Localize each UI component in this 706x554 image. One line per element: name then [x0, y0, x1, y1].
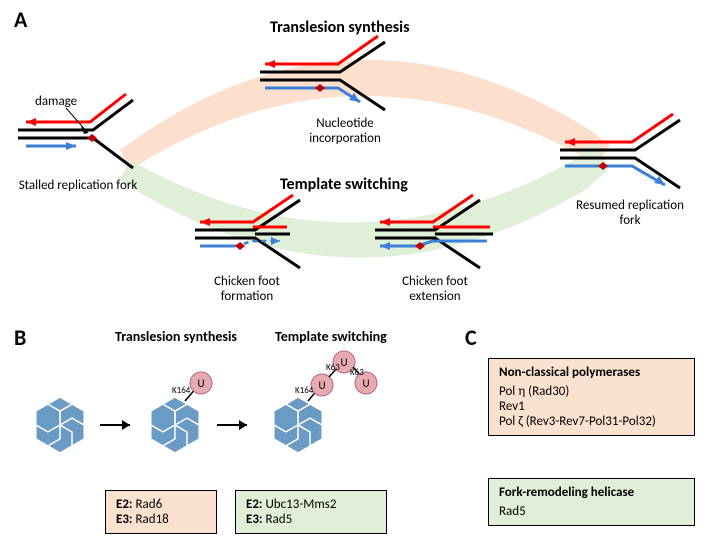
tls-b-title: Translesion synthesis	[115, 328, 237, 345]
svg-text:K63: K63	[350, 367, 364, 378]
chicken-extension-label: Chicken foot extension	[380, 274, 490, 304]
box1-e2: E2: E2: Rad6Rad6	[116, 497, 206, 512]
c-box1-title: Non-classical polymerases	[499, 365, 684, 380]
nucleotide-label: Nucleotide incorporation	[290, 116, 400, 146]
svg-text:U: U	[340, 356, 347, 369]
ts-b-title: Template switching	[275, 328, 387, 345]
svg-text:U: U	[362, 377, 369, 390]
e2e3-box-tls: E2: E2: Rad6Rad6 E3: Rad18	[105, 490, 217, 534]
panel-c-box2: Fork-remodeling helicase Rad5	[488, 478, 695, 526]
tls-title: Translesion synthesis	[270, 18, 409, 37]
e2e3-box-ts: E2: Ubc13-Mms2 E3: Rad5	[235, 490, 387, 534]
panel-c-box1: Non-classical polymerases Pol η (Rad30) …	[488, 358, 695, 436]
box2-e2: E2: Ubc13-Mms2	[246, 497, 376, 512]
panel-c-label: C	[465, 324, 477, 351]
c-box1-line2: Pol ζ (Rev3-Rev7-Pol31-Pol32)	[499, 414, 684, 429]
damage-label: damage	[35, 94, 77, 109]
stalled-label: Stalled replication fork	[18, 178, 138, 193]
svg-text:U: U	[197, 377, 204, 390]
box1-e3: E3: Rad18	[116, 512, 206, 527]
c-box1-line1: Rev1	[499, 399, 684, 414]
c-box1-line0: Pol η (Rad30)	[499, 384, 684, 399]
c-box2-title: Fork-remodeling helicase	[499, 485, 684, 500]
svg-text:K164: K164	[295, 385, 314, 396]
box2-e3: E3: Rad5	[246, 512, 376, 527]
svg-text:K63: K63	[326, 362, 340, 373]
c-box2-line0: Rad5	[499, 504, 684, 519]
chicken-formation-label: Chicken foot formation	[192, 274, 302, 304]
svg-text:K164: K164	[172, 385, 191, 396]
ts-title: Template switching	[280, 175, 408, 194]
resumed-label: Resumed replication fork	[565, 198, 695, 228]
svg-text:U: U	[318, 379, 325, 392]
